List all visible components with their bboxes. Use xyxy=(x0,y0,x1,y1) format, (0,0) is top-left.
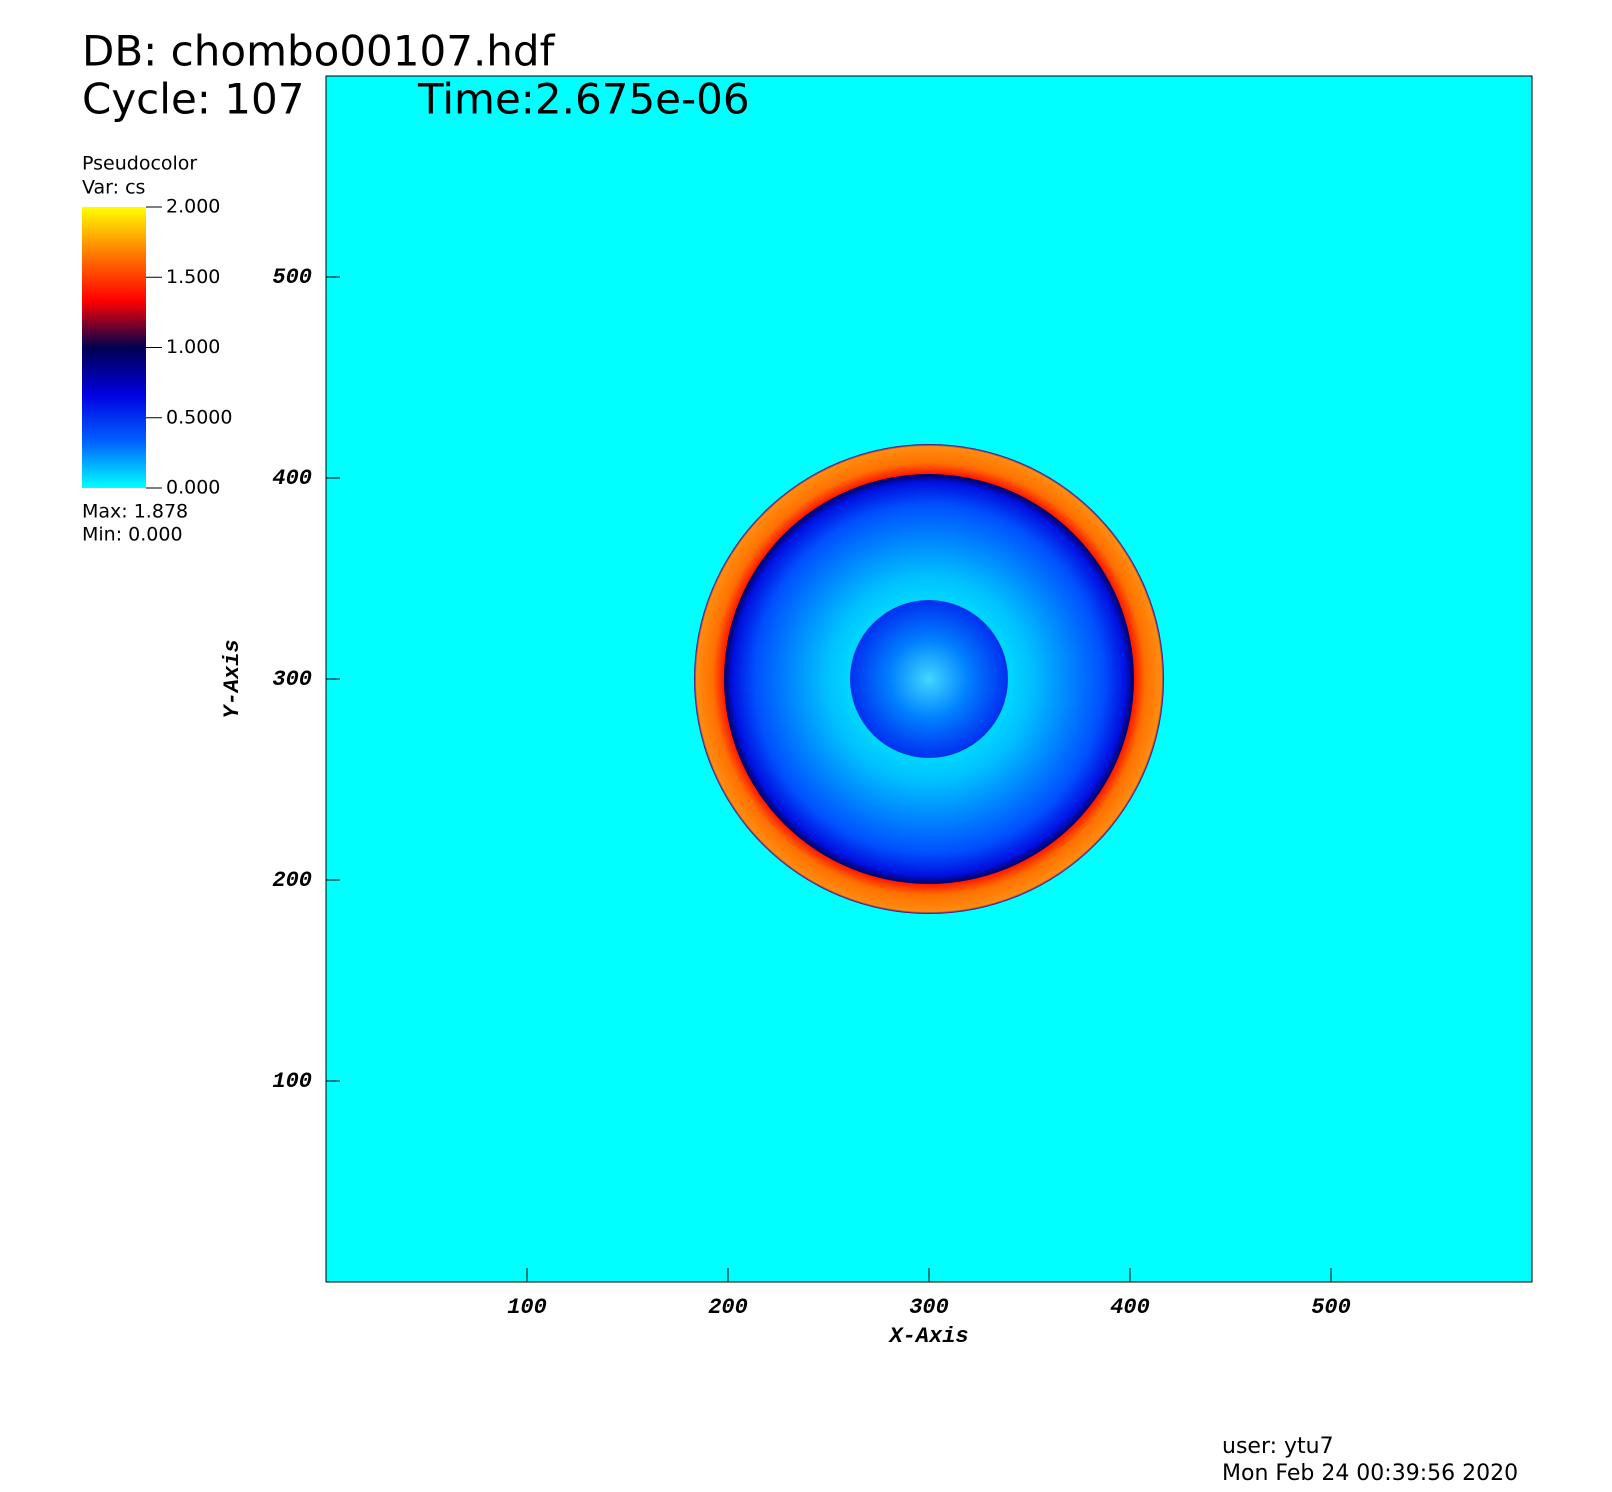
max-label: Max: 1.878 xyxy=(82,501,188,523)
date-label: Mon Feb 24 00:39:56 2020 xyxy=(1222,1461,1518,1486)
min-label: Min: 0.000 xyxy=(82,524,183,546)
plot-area xyxy=(325,75,1533,1283)
cycle-label: Cycle: 107 xyxy=(82,75,304,124)
y-tick-label: 300 xyxy=(272,667,312,692)
x-tick-label: 400 xyxy=(1110,1295,1150,1320)
x-axis-title: X-Axis xyxy=(887,1324,968,1349)
colorbar-tick-label: 1.000 xyxy=(166,336,220,358)
colorbar-tick-label: 2.000 xyxy=(166,196,220,218)
colorbar-tick-label: 0.000 xyxy=(166,477,220,499)
x-tick-label: 500 xyxy=(1311,1295,1351,1320)
x-tick-label: 200 xyxy=(708,1295,748,1320)
y-tick-label: 100 xyxy=(272,1069,312,1094)
user-label: user: ytu7 xyxy=(1222,1434,1334,1459)
legend-var: Var: cs xyxy=(82,177,145,199)
colorbar xyxy=(82,207,146,488)
field-core xyxy=(850,600,1008,758)
legend-title: Pseudocolor xyxy=(82,153,197,175)
time-label: Time:2.675e-06 xyxy=(417,75,750,124)
y-tick-label: 500 xyxy=(272,265,312,290)
colorbar-tick-label: 1.500 xyxy=(166,266,220,288)
y-tick-label: 400 xyxy=(272,466,312,491)
colorbar-tick-label: 0.5000 xyxy=(166,406,232,428)
x-tick-label: 100 xyxy=(507,1295,547,1320)
y-tick-label: 200 xyxy=(272,868,312,893)
x-tick-label: 300 xyxy=(909,1295,949,1320)
db-label: DB: chombo00107.hdf xyxy=(82,27,556,76)
y-axis-title: Y-Axis xyxy=(220,639,245,718)
